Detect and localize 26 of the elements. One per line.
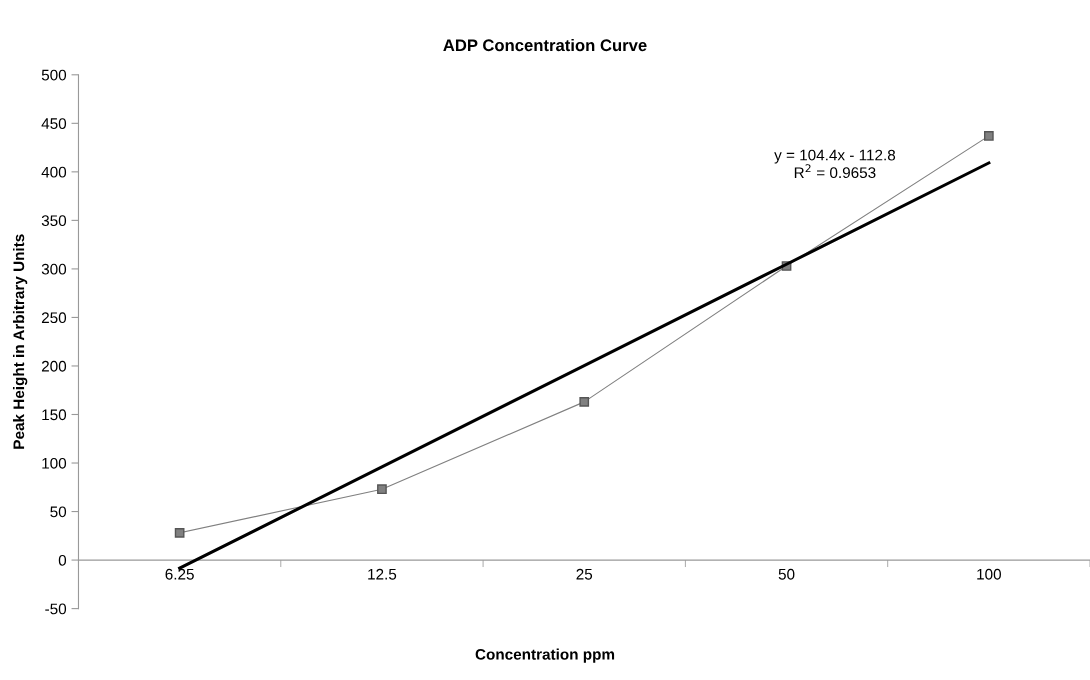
chart-title: ADP Concentration Curve [443,38,647,52]
y-tick-label: 0 [58,554,67,566]
point [377,484,387,495]
x-tick-label: 12.5 [368,568,397,580]
annotation: R$^{2}$ = 0.9653 [794,164,876,179]
point [174,528,185,538]
x-axis-title: Concentration ppm [475,648,615,663]
point [983,131,994,141]
y-tick-label: 250 [41,312,67,324]
y-tick-label: 350 [41,215,67,227]
y-tick-label: 500 [41,69,67,81]
annotation: y = 104.4x - 112.8 [774,149,896,164]
y-tick-label: 50 [50,506,67,518]
y-tick-label: 100 [42,457,67,469]
x-tick-label: 100 [977,568,1001,580]
x-tick-label: 50 [778,568,795,580]
y-tick-label: 300 [41,263,67,275]
x-tick-label: 6.25 [165,568,194,580]
y-tick-label: 200 [41,360,67,372]
y-tick-label: -50 [45,603,67,615]
x-tick-label: 25 [576,568,593,580]
y-axis-title: Peak Height in Arbitrary Units [12,234,28,449]
y-tick-label: 400 [41,166,67,178]
y-tick-label: 150 [42,409,67,421]
point [579,397,590,407]
y-tick-label: 450 [41,118,67,130]
